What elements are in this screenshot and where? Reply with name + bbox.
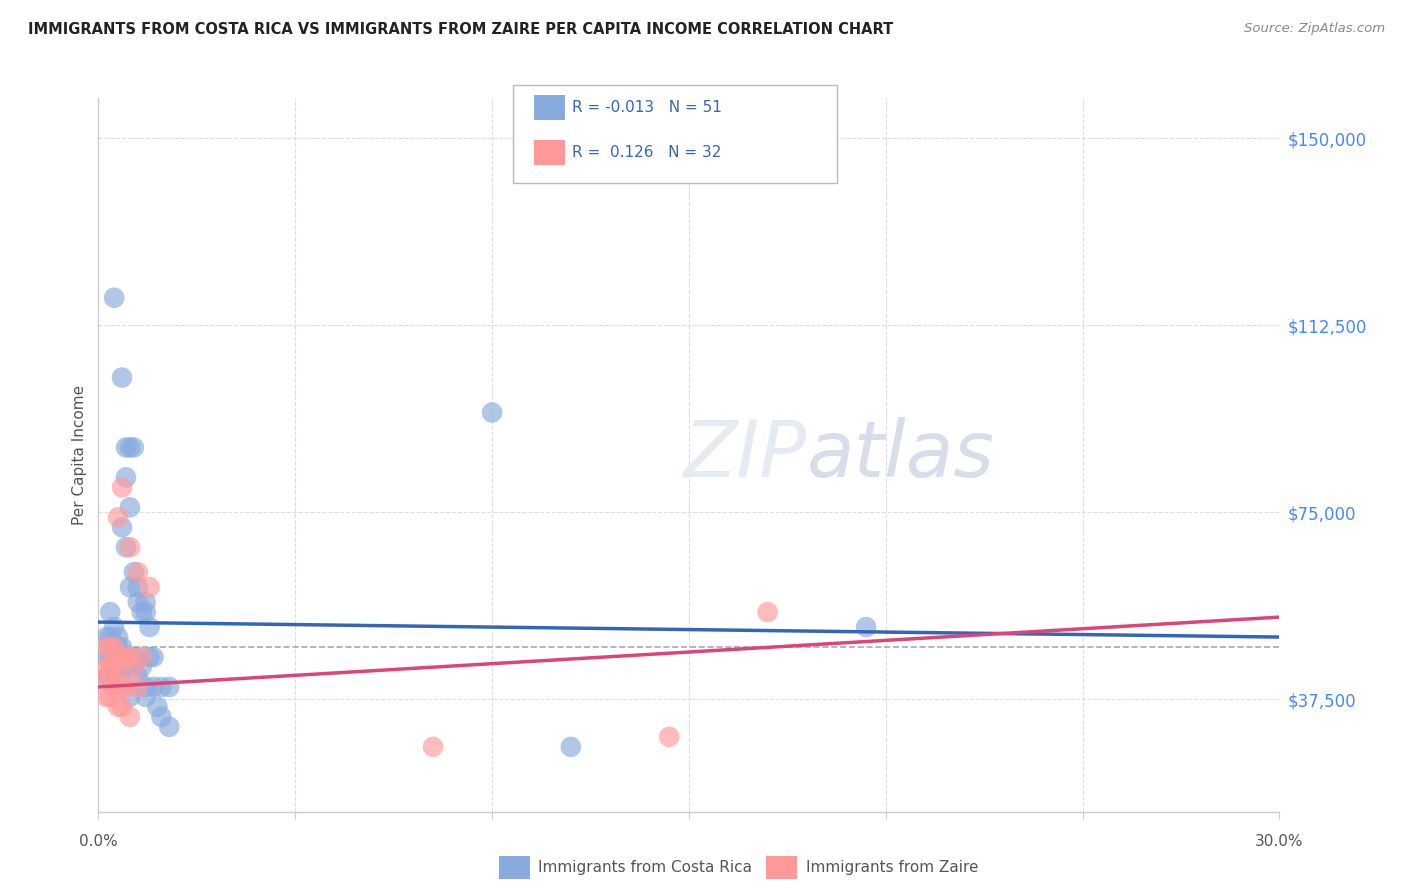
Point — [111, 520, 134, 534]
Text: Immigrants from Costa Rica: Immigrants from Costa Rica — [538, 861, 752, 875]
Point — [138, 620, 160, 634]
Point — [127, 680, 149, 694]
Text: atlas: atlas — [807, 417, 995, 493]
Point — [127, 580, 149, 594]
Text: IMMIGRANTS FROM COSTA RICA VS IMMIGRANTS FROM ZAIRE PER CAPITA INCOME CORRELATIO: IMMIGRANTS FROM COSTA RICA VS IMMIGRANTS… — [28, 22, 893, 37]
Point — [115, 650, 138, 665]
Point — [111, 370, 134, 384]
Point — [146, 700, 169, 714]
Point — [122, 660, 145, 674]
Point — [115, 540, 138, 554]
Point — [150, 710, 173, 724]
Point — [157, 680, 180, 694]
Point — [150, 680, 173, 694]
Point — [111, 700, 134, 714]
Point — [127, 565, 149, 579]
Text: Immigrants from Zaire: Immigrants from Zaire — [806, 861, 979, 875]
Point — [157, 720, 180, 734]
Point — [756, 605, 779, 619]
Point — [135, 605, 157, 619]
Point — [115, 680, 138, 694]
Point — [96, 690, 118, 704]
Text: ZIP: ZIP — [685, 417, 807, 493]
Point — [98, 605, 121, 619]
Point — [118, 690, 141, 704]
Point — [127, 650, 149, 665]
Point — [103, 680, 125, 694]
Point — [115, 441, 138, 455]
Point — [138, 650, 160, 665]
Point — [107, 630, 129, 644]
Point — [107, 700, 129, 714]
Text: 30.0%: 30.0% — [1256, 834, 1303, 849]
Point — [127, 595, 149, 609]
Point — [103, 660, 125, 674]
Point — [96, 640, 118, 654]
Point — [111, 650, 134, 665]
Point — [142, 650, 165, 665]
Point — [111, 480, 134, 494]
Point — [107, 640, 129, 654]
Point — [98, 690, 121, 704]
Point — [111, 680, 134, 694]
Point — [118, 580, 141, 594]
Point — [98, 670, 121, 684]
Y-axis label: Per Capita Income: Per Capita Income — [72, 384, 87, 525]
Point — [96, 670, 118, 684]
Point — [98, 640, 121, 654]
Point — [560, 739, 582, 754]
Point — [422, 739, 444, 754]
Point — [122, 441, 145, 455]
Point — [107, 670, 129, 684]
Point — [98, 660, 121, 674]
Point — [103, 640, 125, 654]
Point — [96, 630, 118, 644]
Point — [115, 650, 138, 665]
Point — [111, 640, 134, 654]
Point — [135, 595, 157, 609]
Point — [96, 670, 118, 684]
Point — [131, 660, 153, 674]
Text: 0.0%: 0.0% — [79, 834, 118, 849]
Point — [96, 650, 118, 665]
Point — [118, 710, 141, 724]
Point — [122, 650, 145, 665]
Point — [135, 690, 157, 704]
Point — [142, 680, 165, 694]
Text: R = -0.013   N = 51: R = -0.013 N = 51 — [572, 101, 723, 115]
Point — [118, 650, 141, 665]
Point — [118, 441, 141, 455]
Point — [127, 670, 149, 684]
Point — [107, 660, 129, 674]
Point — [103, 291, 125, 305]
Point — [135, 680, 157, 694]
Point — [107, 510, 129, 524]
Point — [98, 630, 121, 644]
Text: R =  0.126   N = 32: R = 0.126 N = 32 — [572, 145, 721, 160]
Point — [107, 650, 129, 665]
Point — [481, 405, 503, 419]
Point — [118, 500, 141, 515]
Point — [115, 470, 138, 484]
Point — [658, 730, 681, 744]
Point — [118, 540, 141, 554]
Point — [103, 620, 125, 634]
Point — [98, 670, 121, 684]
Point — [138, 580, 160, 594]
Text: Source: ZipAtlas.com: Source: ZipAtlas.com — [1244, 22, 1385, 36]
Point — [855, 620, 877, 634]
Point — [103, 640, 125, 654]
Point — [131, 605, 153, 619]
Point — [131, 650, 153, 665]
Point — [111, 660, 134, 674]
Point — [122, 565, 145, 579]
Point — [96, 660, 118, 674]
Point — [98, 650, 121, 665]
Point — [115, 660, 138, 674]
